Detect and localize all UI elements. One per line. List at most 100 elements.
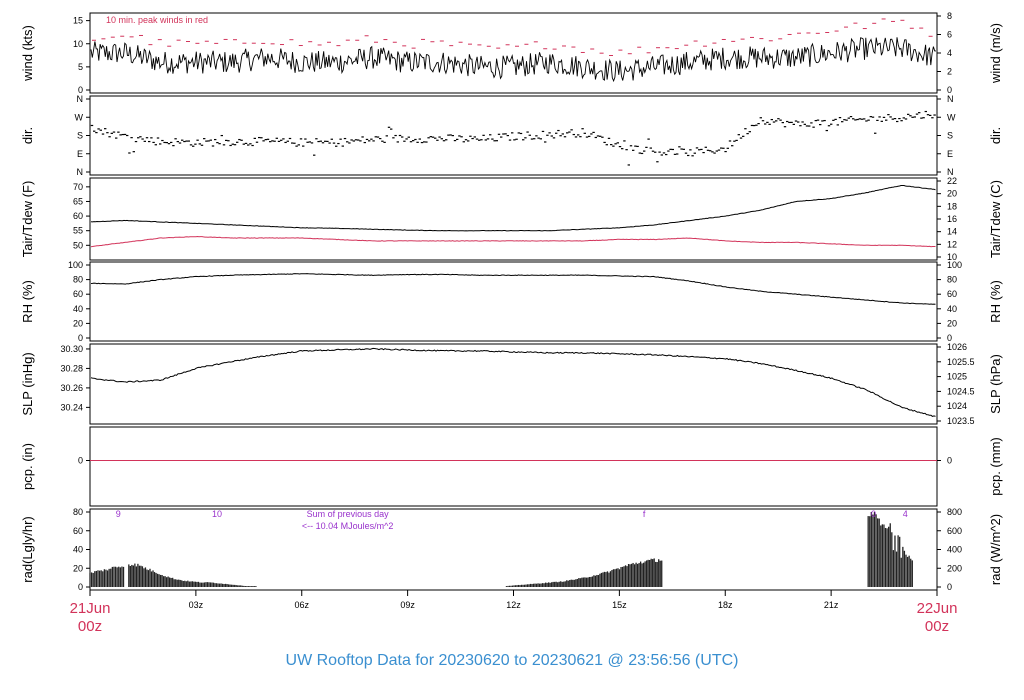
left-tick-label: 70 [73,182,83,192]
wind-speed-line [90,37,936,83]
footer-title: UW Rooftop Data for 20230620 to 20230621… [286,652,739,669]
right-tick-label: 16 [947,214,957,224]
right-tick-label: 22 [947,176,957,186]
right-tick-label: 1025.5 [947,357,975,367]
left-tick-label: 60 [73,526,83,536]
Tair-line [90,185,936,232]
left-tick-label: 50 [73,240,83,250]
right-tick-label: S [947,131,953,141]
left-tick-label: 0 [78,456,83,466]
left-tick-label: S [77,131,83,141]
left-tick-label: 0 [78,333,83,343]
right-tick-label: W [947,112,956,122]
right-tick-label: 20 [947,189,957,199]
left-tick-label: 65 [73,196,83,206]
right-tick-label: 18 [947,201,957,211]
RH-line [90,273,936,305]
time-end-hour: 00z [925,618,949,635]
panel-6: rad(Lgly/hr) rad (W/m^2)02040608002004006… [20,507,1003,592]
panel-5: pcp. (in) pcp. (mm) 0 0 [20,426,1003,507]
left-tick-label: 0 [78,582,83,592]
right-tick-label: 400 [947,545,962,555]
y-axis-label-left: dir. [20,127,35,144]
time-start-hour: 00z [78,618,102,635]
panel-frame [89,177,938,261]
right-tick-label: 600 [947,526,962,536]
left-tick-label: 30.28 [60,363,83,373]
right-tick-label: N [947,94,954,104]
time-end-day: 22Jun [917,600,958,617]
left-tick-label: 40 [73,304,83,314]
time-axis: 21Jun 00z 22Jun 00z 03z 06z 09z 12z 15z 18z 21… [70,589,958,635]
panel-3: RH (%) RH (%) 0 20 40 60 80 100 0 20 40 60 80 100 [20,260,1003,343]
right-tick-label: 20 [947,318,957,328]
x-tick-label: 15z [612,600,627,610]
right-tick-label: 0 [947,85,952,95]
x-tick-label: 03z [189,600,204,610]
left-tick-label: 60 [73,211,83,221]
left-tick-label: 40 [73,545,83,555]
panel-4: SLP (inHg) SLP (hPa) 30.24 30.26 30.28 30.30 1… [20,342,1003,426]
right-tick-label: 60 [947,289,957,299]
left-tick-label: 55 [73,226,83,236]
radiation-annotation: 0 [871,509,876,519]
left-tick-label: 15 [73,16,83,26]
right-tick-label: 0 [947,456,952,466]
radiation-annotation: 9 [116,509,121,519]
y-axis-label-left: wind (kts) [20,25,35,82]
panel-frame [89,12,938,94]
x-tick-label: 18z [718,600,733,610]
SLP-line [90,347,936,417]
left-tick-label: E [77,149,83,159]
left-tick-label: 20 [73,318,83,328]
panel-frame [89,261,938,342]
panel-frame [89,343,938,425]
y-axis-label-left: rad(Lgly/hr) [20,516,35,582]
right-tick-label: 2 [947,67,952,77]
radiation-annotation: f [643,509,646,519]
radiation-annotation: Sum of previous day [307,509,390,519]
left-tick-label: N [77,94,84,104]
right-tick-label: 80 [947,275,957,285]
y-axis-label-right: SLP (hPa) [988,354,1003,414]
right-tick-label: 12 [947,239,957,249]
panel-2: Tair/Tdew (F) Tair/Tdew (C) 50 55 60 65 70 10 12… [20,176,1003,262]
right-tick-label: 1024.5 [947,386,975,396]
y-axis-label-left: RH (%) [20,280,35,323]
x-tick-label: 09z [400,600,415,610]
left-tick-label: 30.30 [60,344,83,354]
y-axis-label-left: pcp. (in) [20,443,35,490]
right-tick-label: 8 [947,11,952,21]
right-tick-label: 100 [947,260,962,270]
radiation-annotation: 4 [903,509,908,519]
x-tick-label: 21z [824,600,839,610]
radiation-annotation: 10 [212,509,222,519]
left-tick-label: N [77,167,84,177]
y-axis-label-right: pcp. (mm) [988,437,1003,496]
left-tick-label: 0 [78,85,83,95]
right-tick-label: 200 [947,563,962,573]
panel-frame [89,508,938,591]
x-tick-label: 12z [506,600,521,610]
left-tick-label: 5 [78,62,83,72]
left-tick-label: W [75,112,84,122]
right-tick-label: 1025 [947,372,967,382]
panel-frame [89,95,938,176]
right-tick-label: 1023.5 [947,416,975,426]
y-axis-label-left: Tair/Tdew (F) [20,181,35,258]
right-tick-label: 14 [947,227,957,237]
y-axis-label-left: SLP (inHg) [20,352,35,415]
right-tick-label: 800 [947,507,962,517]
right-tick-label: E [947,149,953,159]
time-start-day: 21Jun [70,600,111,617]
left-tick-label: 80 [73,275,83,285]
left-tick-label: 80 [73,507,83,517]
left-tick-label: 60 [73,289,83,299]
right-tick-label: 40 [947,304,957,314]
right-tick-label: 1024 [947,401,967,411]
right-tick-label: 4 [947,48,952,58]
left-tick-label: 10 [73,39,83,49]
right-tick-label: 0 [947,333,952,343]
